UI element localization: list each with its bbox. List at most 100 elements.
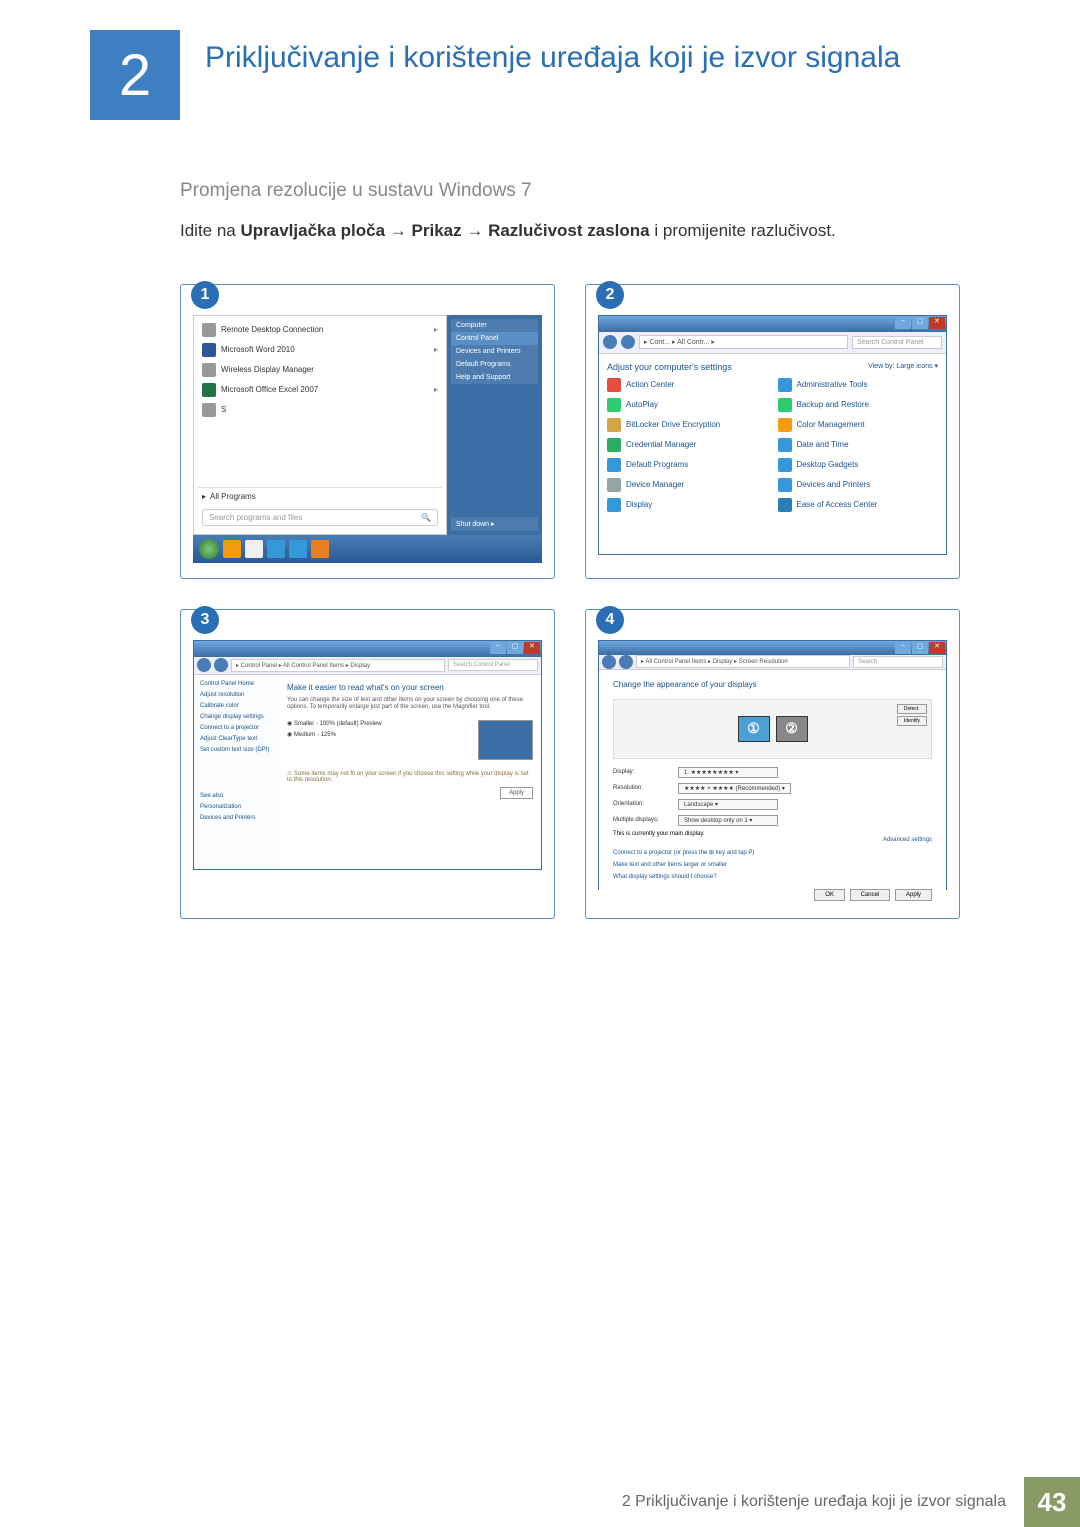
apply-button[interactable]: Apply: [895, 889, 932, 901]
screenshot-panel-4: 4 –▢✕ ▸ All Control Panel Items ▸ Displa…: [585, 609, 960, 919]
start-right-item[interactable]: Control Panel: [451, 332, 538, 345]
advanced-link[interactable]: Advanced settings: [883, 837, 932, 843]
start-menu-item[interactable]: Microsoft Word 2010▸: [198, 340, 442, 360]
dropdown[interactable]: Landscape ▾: [678, 799, 778, 810]
sidebar-link[interactable]: Devices and Printers: [200, 815, 273, 821]
start-menu-item[interactable]: S: [198, 400, 442, 420]
section-subtitle: Promjena rezolucije u sustavu Windows 7: [180, 180, 1020, 202]
display-sidebar: Control Panel Home Adjust resolution Calib…: [194, 675, 279, 869]
sidebar-link[interactable]: Set custom text size (DPI): [200, 747, 273, 753]
chapter-title: Priključivanje i korištenje uređaja koji…: [205, 30, 900, 77]
control-panel-item[interactable]: Device Manager: [607, 478, 768, 492]
sidebar-link[interactable]: Adjust ClearType text: [200, 736, 273, 742]
display-window: –▢✕ ▸ Control Panel ▸ All Control Panel …: [193, 640, 542, 870]
breadcrumb[interactable]: ▸ Cont... ▸ All Contr... ▸: [639, 335, 848, 349]
sidebar-link[interactable]: See also: [200, 793, 273, 799]
minimize-button[interactable]: –: [895, 317, 911, 329]
step-badge-4: 4: [596, 606, 624, 634]
page-number: 43: [1024, 1477, 1080, 1527]
all-programs[interactable]: ▸All Programs: [198, 487, 442, 505]
address-bar: ▸ Cont... ▸ All Contr... ▸ Search Contro…: [599, 332, 946, 354]
control-panel-item[interactable]: Backup and Restore: [778, 398, 939, 412]
dropdown[interactable]: ★★★★ × ★★★★ (Recommended) ▾: [678, 783, 791, 794]
step-badge-2: 2: [596, 281, 624, 309]
start-menu-right: ComputerControl PanelDevices and Printer…: [447, 315, 542, 535]
page-content: Promjena rezolucije u sustavu Windows 7 …: [0, 140, 1080, 919]
control-panel-item[interactable]: BitLocker Drive Encryption: [607, 418, 768, 432]
control-panel-item[interactable]: Color Management: [778, 418, 939, 432]
start-right-item[interactable]: Computer: [451, 319, 538, 332]
taskbar: [193, 535, 542, 563]
sidebar-link[interactable]: Personalization: [200, 804, 273, 810]
dropdown[interactable]: Show desktop only on 1 ▾: [678, 815, 778, 826]
instruction-text: Idite na Upravljačka ploča → Prikaz → Ra…: [180, 218, 1020, 244]
page-footer: 2 Priključivanje i korištenje uređaja ko…: [622, 1477, 1080, 1527]
shutdown-button[interactable]: Shut down ▸: [451, 517, 538, 531]
projector-link[interactable]: Connect to a projector (or press the ⊞ k…: [613, 849, 932, 856]
display-heading: Make it easier to read what's on your sc…: [287, 683, 533, 692]
cp-heading: Adjust your computer's settings View by:…: [607, 362, 938, 372]
sidebar-link[interactable]: Control Panel Home: [200, 681, 273, 687]
text-size-link[interactable]: Make text and other items larger or smal…: [613, 862, 932, 868]
sidebar-link[interactable]: Connect to a projector: [200, 725, 273, 731]
start-menu-item[interactable]: Microsoft Office Excel 2007▸: [198, 380, 442, 400]
taskbar-icon[interactable]: [267, 540, 285, 558]
detect-button[interactable]: Detect: [897, 704, 927, 714]
cancel-button[interactable]: Cancel: [850, 889, 891, 901]
monitor-1-icon[interactable]: ①: [738, 716, 770, 742]
taskbar-icon[interactable]: [245, 540, 263, 558]
start-menu-item[interactable]: Remote Desktop Connection▸: [198, 320, 442, 340]
sidebar-link[interactable]: Adjust resolution: [200, 692, 273, 698]
identify-button[interactable]: Identify: [897, 716, 927, 726]
apply-button[interactable]: Apply: [500, 787, 533, 799]
start-right-item[interactable]: Devices and Printers: [451, 345, 538, 358]
control-panel-item[interactable]: Action Center: [607, 378, 768, 392]
cp-search-input[interactable]: Search Control Panel: [852, 336, 942, 349]
control-panel-item[interactable]: Devices and Printers: [778, 478, 939, 492]
setting-row: Orientation:Landscape ▾: [613, 799, 932, 810]
footer-chapter-ref: 2 Priključivanje i korištenje uređaja ko…: [622, 1493, 1024, 1511]
search-input[interactable]: Search programs and files🔍: [202, 509, 438, 526]
step-badge-3: 3: [191, 606, 219, 634]
taskbar-icon[interactable]: [223, 540, 241, 558]
monitor-arrangement[interactable]: ① ② Detect Identify: [613, 699, 932, 759]
screenshot-panel-1: 1 Remote Desktop Connection▸Microsoft Wo…: [180, 284, 555, 579]
start-menu-screenshot: Remote Desktop Connection▸Microsoft Word…: [193, 315, 542, 563]
resolution-window: –▢✕ ▸ All Control Panel Items ▸ Display …: [598, 640, 947, 890]
taskbar-icon[interactable]: [311, 540, 329, 558]
forward-button[interactable]: [621, 335, 635, 349]
control-panel-item[interactable]: Date and Time: [778, 438, 939, 452]
step-badge-1: 1: [191, 281, 219, 309]
ok-button[interactable]: OK: [814, 889, 845, 901]
monitor-2-icon[interactable]: ②: [776, 716, 808, 742]
start-right-item[interactable]: Help and Support: [451, 371, 538, 384]
dialog-buttons: OK Cancel Apply: [613, 892, 932, 898]
view-by-dropdown[interactable]: View by: Large icons ▾: [868, 362, 938, 372]
dropdown[interactable]: 1. ★★★★★★★★ ▾: [678, 767, 778, 778]
maximize-button[interactable]: ▢: [912, 317, 928, 329]
start-menu-item[interactable]: Wireless Display Manager: [198, 360, 442, 380]
control-panel-item[interactable]: AutoPlay: [607, 398, 768, 412]
preview-monitor: [478, 720, 533, 760]
control-panel-window: – ▢ ✕ ▸ Cont... ▸ All Contr... ▸ Search …: [598, 315, 947, 555]
start-orb[interactable]: [199, 539, 219, 559]
control-panel-item[interactable]: Credential Manager: [607, 438, 768, 452]
control-panel-item[interactable]: Default Programs: [607, 458, 768, 472]
screenshot-grid: 1 Remote Desktop Connection▸Microsoft Wo…: [180, 284, 1020, 919]
taskbar-icon[interactable]: [289, 540, 307, 558]
help-link[interactable]: What display settings should I choose?: [613, 874, 932, 880]
window-titlebar: – ▢ ✕: [599, 316, 946, 332]
sidebar-link[interactable]: Change display settings: [200, 714, 273, 720]
resolution-heading: Change the appearance of your displays: [613, 680, 932, 689]
setting-row: Multiple displays:Show desktop only on 1…: [613, 815, 932, 826]
control-panel-item[interactable]: Administrative Tools: [778, 378, 939, 392]
control-panel-item[interactable]: Ease of Access Center: [778, 498, 939, 512]
close-button[interactable]: ✕: [929, 317, 945, 329]
back-button[interactable]: [603, 335, 617, 349]
sidebar-link[interactable]: Calibrate color: [200, 703, 273, 709]
start-right-item[interactable]: Default Programs: [451, 358, 538, 371]
control-panel-item[interactable]: Display: [607, 498, 768, 512]
chapter-header: 2 Priključivanje i korištenje uređaja ko…: [0, 0, 1080, 140]
search-icon: 🔍: [421, 513, 431, 522]
control-panel-item[interactable]: Desktop Gadgets: [778, 458, 939, 472]
